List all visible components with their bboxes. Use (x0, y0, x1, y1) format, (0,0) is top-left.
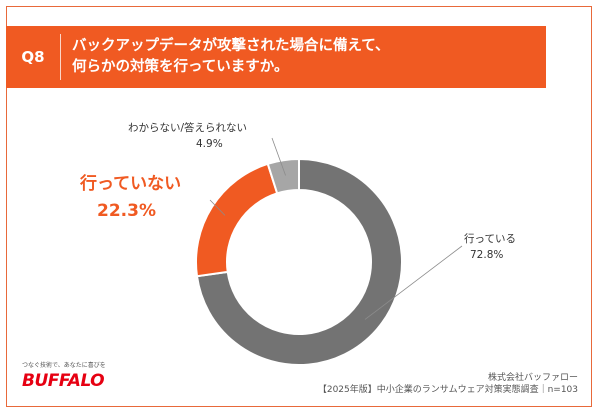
question-number: Q8 (21, 48, 45, 66)
label-unknown-category: わからない/答えられない (128, 122, 248, 134)
slice-doing (195, 157, 403, 366)
card-frame (6, 6, 592, 407)
slice-not-doing (195, 162, 279, 278)
brand-block: つなぐ技術で、あなたに喜びを BUFFALO (22, 360, 106, 391)
slice-unknown (266, 157, 300, 195)
buffalo-logo: BUFFALO (22, 371, 105, 391)
label-doing-category: 行っている (464, 233, 516, 245)
label-not-doing-category: 行っていない (80, 174, 182, 194)
source-block: 株式会社バッファロー 【2025年版】中小企業のランサムウェア対策実態調査｜n=… (318, 372, 578, 396)
question-line-1: バックアップデータが攻撃された場合に備えて、 (72, 38, 390, 54)
label-doing-value: 72.8% (470, 249, 504, 261)
leader-doing (364, 245, 463, 320)
survey-source: 【2025年版】中小企業のランサムウェア対策実態調査｜n=103 (317, 385, 578, 395)
brand-tagline: つなぐ技術で、あなたに喜びを (22, 362, 106, 369)
header-divider (60, 34, 61, 80)
label-unknown-value: 4.9% (196, 138, 223, 150)
question-line-2: 何らかの対策を行っていますか。 (72, 59, 289, 75)
leader-not-doing (209, 199, 226, 216)
question-header: Q8 バックアップデータが攻撃された場合に備えて、 何らかの対策を行っていますか… (6, 26, 546, 88)
company-name: 株式会社バッファロー (487, 373, 578, 383)
leader-unknown (271, 137, 286, 176)
question-text: バックアップデータが攻撃された場合に備えて、 何らかの対策を行っていますか。 (72, 36, 390, 78)
label-not-doing-value: 22.3% (97, 201, 156, 221)
